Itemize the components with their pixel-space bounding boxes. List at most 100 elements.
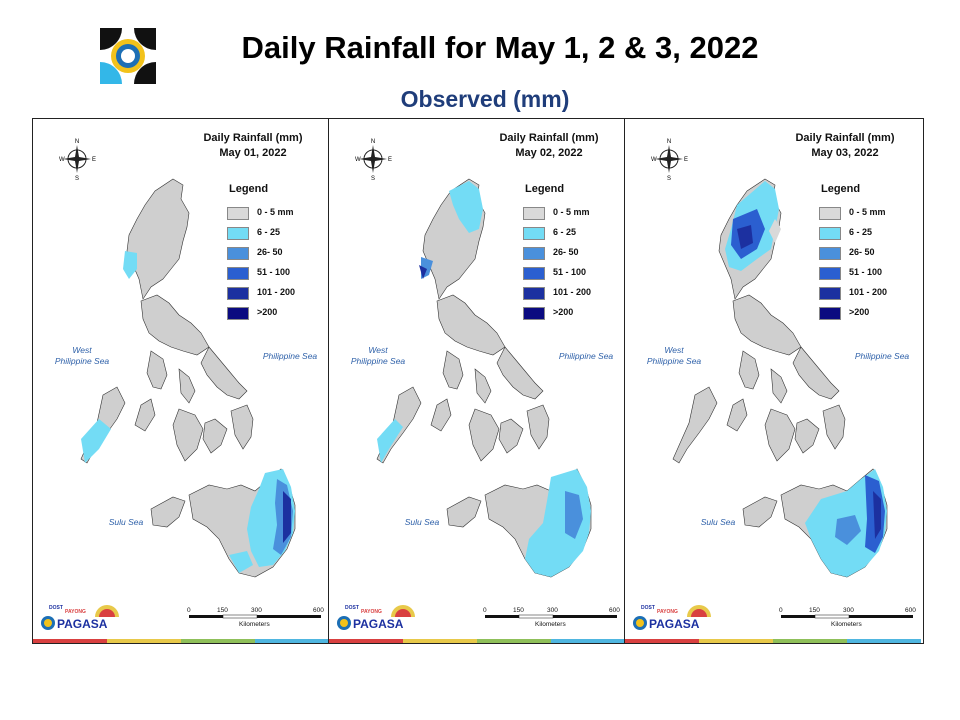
- panel-title-line1: Daily Rainfall (mm): [499, 132, 599, 144]
- scale-bar: 0 150 300 600 Kilometers: [479, 607, 623, 637]
- brand-name: PAGASA: [57, 617, 108, 631]
- compass-w: W: [651, 157, 657, 163]
- sea-label-sulu: Sulu Sea: [108, 517, 144, 527]
- legend-label: 26- 50: [553, 247, 579, 257]
- compass-w: W: [355, 157, 361, 163]
- legend-item: 26- 50: [227, 247, 317, 263]
- legend-item: >200: [227, 307, 317, 323]
- compass-s: S: [75, 176, 79, 181]
- scale-tick: 300: [251, 607, 262, 614]
- pagasa-brand-logo: DOST PAYONG PAGASA: [41, 605, 119, 631]
- legend-label: 51 - 100: [553, 267, 587, 277]
- legend-item: 26- 50: [819, 247, 909, 263]
- scale-tick: 150: [809, 607, 820, 614]
- compass-n: N: [371, 139, 375, 145]
- legend-label: >200: [849, 307, 870, 317]
- legend-item: >200: [523, 307, 613, 323]
- legend-item: 51 - 100: [819, 267, 909, 283]
- scale-tick: 0: [779, 607, 783, 614]
- brand-name: PAGASA: [649, 617, 700, 631]
- legend-label: 26- 50: [257, 247, 283, 257]
- legend-item: 0 - 5 mm: [523, 207, 613, 223]
- legend-swatch: [819, 227, 841, 240]
- legend-item: 26- 50: [523, 247, 613, 263]
- panel-title-line1: Daily Rainfall (mm): [203, 132, 303, 144]
- compass-e: E: [92, 157, 96, 163]
- legend-swatch: [227, 207, 249, 220]
- legend-item: 51 - 100: [523, 267, 613, 283]
- legend-swatch: [523, 227, 545, 240]
- legend-swatch: [227, 287, 249, 300]
- legend-label: 101 - 200: [257, 287, 296, 297]
- compass-e: E: [388, 157, 392, 163]
- legend-swatch: [819, 287, 841, 300]
- scale-tick: 150: [217, 607, 228, 614]
- legend-swatch: [523, 207, 545, 220]
- panel-title-line2: May 03, 2022: [811, 147, 879, 159]
- legend-title: Legend: [821, 183, 861, 195]
- panel-title: Daily Rainfall (mm) May 01, 2022: [183, 131, 323, 161]
- legend-title: Legend: [229, 183, 269, 195]
- legend-item: 51 - 100: [227, 267, 317, 283]
- color-strip: [33, 639, 328, 643]
- scale-unit: Kilometers: [535, 621, 566, 628]
- legend-item: 6 - 25: [523, 227, 613, 243]
- legend-swatch: [523, 307, 545, 320]
- sea-label-east: Philippine Sea: [854, 351, 910, 361]
- scale-tick: 300: [843, 607, 854, 614]
- compass-rose-icon: N S W E: [355, 139, 392, 181]
- philippines-map: [672, 178, 888, 578]
- sea-label-sulu: Sulu Sea: [700, 517, 736, 527]
- legend-label: 6 - 25: [257, 227, 281, 237]
- brand-sub: PAYONG: [361, 609, 382, 615]
- compass-s: S: [667, 176, 671, 181]
- legend-item: 0 - 5 mm: [819, 207, 909, 223]
- rain-overlay: [725, 181, 887, 577]
- brand-sub: PAYONG: [65, 609, 86, 615]
- color-strip: [329, 639, 624, 643]
- legend-swatch: [523, 287, 545, 300]
- panel-title: Daily Rainfall (mm) May 02, 2022: [479, 131, 619, 161]
- legend-label: 51 - 100: [849, 267, 883, 277]
- philippines-map: [80, 178, 296, 578]
- color-strip: [625, 639, 921, 643]
- legend-label: 101 - 200: [849, 287, 888, 297]
- scale-tick: 600: [313, 607, 324, 614]
- legend-item: 101 - 200: [819, 287, 909, 303]
- map-panel-may-03: N S W E Daily Rainfall (mm) May 03, 2022…: [625, 119, 921, 643]
- sea-label-sulu: Sulu Sea: [404, 517, 440, 527]
- legend-swatch: [523, 247, 545, 260]
- sea-label-west: West Philippine Sea: [350, 345, 406, 366]
- scale-bar: 0 150 300 600 Kilometers: [183, 607, 327, 637]
- legend-item: 6 - 25: [227, 227, 317, 243]
- pagasa-brand-logo: DOST PAYONG PAGASA: [633, 605, 711, 631]
- panel-title-line2: May 01, 2022: [219, 147, 287, 159]
- legend-label: >200: [553, 307, 574, 317]
- sea-label-east: Philippine Sea: [558, 351, 614, 361]
- compass-rose-icon: N S W E: [59, 139, 96, 181]
- scale-tick: 600: [609, 607, 620, 614]
- scale-tick: 300: [547, 607, 558, 614]
- map-panel-may-01: N S W E Daily Rainfall (mm) May 01, 2022…: [33, 119, 329, 643]
- panel-title: Daily Rainfall (mm) May 03, 2022: [775, 131, 915, 161]
- brand-tag: DOST: [49, 605, 63, 611]
- brand-name: PAGASA: [353, 617, 404, 631]
- scale-tick: 150: [513, 607, 524, 614]
- panel-title-line2: May 02, 2022: [515, 147, 583, 159]
- legend-swatch: [819, 207, 841, 220]
- scale-tick: 600: [905, 607, 916, 614]
- scale-bar: 0 150 300 600 Kilometers: [775, 607, 919, 637]
- compass-rose-icon: N S W E: [651, 139, 688, 181]
- sea-label-west: West Philippine Sea: [54, 345, 110, 366]
- page-title: Daily Rainfall for May 1, 2 & 3, 2022: [241, 30, 759, 65]
- legend-swatch: [523, 267, 545, 280]
- scale-tick: 0: [483, 607, 487, 614]
- legend-label: 101 - 200: [553, 287, 592, 297]
- sea-label-west: West Philippine Sea: [646, 345, 702, 366]
- legend-swatch: [227, 267, 249, 280]
- sea-label-east: Philippine Sea: [262, 351, 318, 361]
- panel-title-line1: Daily Rainfall (mm): [795, 132, 895, 144]
- legend-swatch: [227, 307, 249, 320]
- map-panels: N S W E Daily Rainfall (mm) May 01, 2022…: [32, 118, 924, 644]
- legend-label: 0 - 5 mm: [553, 207, 590, 217]
